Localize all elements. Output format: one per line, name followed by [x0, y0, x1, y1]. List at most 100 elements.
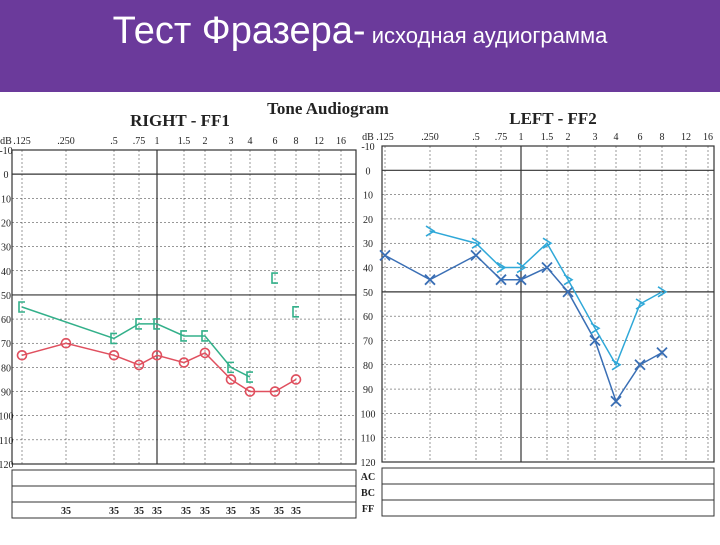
freq-tick-label: 1: [155, 136, 160, 147]
data-point-x: [495, 274, 507, 286]
data-point-circle: [108, 350, 120, 361]
data-point-bracket: [271, 272, 278, 284]
db-tick-label: 90: [1, 388, 11, 399]
data-point-circle: [199, 347, 211, 359]
data-point-chevron: [516, 261, 527, 274]
db-tick-label: 20: [363, 215, 373, 226]
ff-value: 35: [250, 506, 260, 517]
slide-header: Тест Фразера- исходная аудиограмма: [0, 0, 720, 92]
score-row: [11, 501, 357, 519]
db-tick-label: 120: [361, 458, 376, 469]
freq-tick-label: .5: [110, 136, 118, 147]
data-point-bracket: [135, 318, 142, 330]
data-point-x: [656, 346, 668, 359]
freq-tick-label: 3: [593, 132, 598, 143]
freq-tick-label: 2: [566, 132, 571, 143]
db-tick-label: -10: [361, 142, 374, 153]
data-point-chevron: [542, 237, 553, 249]
db-tick-label: 100: [361, 409, 376, 420]
data-point-circle: [225, 374, 237, 385]
db-tick-label: 10: [1, 194, 11, 205]
data-point-circle: [178, 357, 190, 368]
chart-title: Tone Audiogram: [267, 99, 389, 118]
data-point-bracket: [292, 306, 299, 318]
data-point-bracket: [246, 371, 253, 383]
db-tick-label: 0: [366, 166, 371, 177]
data-point-circle: [151, 350, 163, 361]
db-tick-label: 110: [361, 434, 376, 445]
freq-tick-label: 12: [681, 132, 691, 143]
data-point-chevron: [496, 261, 507, 274]
freq-tick-label: 1.5: [541, 132, 554, 143]
slide-title-sub: исходная аудиограмма: [365, 23, 608, 48]
freq-tick-label: 2: [203, 136, 208, 147]
data-point-chevron: [657, 286, 668, 298]
data-point-x: [562, 286, 574, 298]
data-point-x: [515, 274, 527, 286]
plot-frame: [381, 145, 715, 463]
db-tick-label: 10: [363, 191, 373, 202]
data-point-bracket: [227, 361, 234, 374]
freq-tick-label: .125: [376, 132, 394, 143]
data-point-chevron: [590, 322, 601, 334]
right-ear-panel: .125 .250 .5 .75 1 1.5 2 3 4 6 8 12 16 dB-10 0 10 20 30 40…: [0, 136, 357, 519]
db-tick-label: 60: [363, 312, 373, 323]
data-point-x: [424, 274, 436, 286]
db-tick-label: 80: [363, 361, 373, 372]
data-point-x: [379, 249, 391, 262]
db-tick-label: 70: [363, 336, 373, 347]
db-tick-label: 70: [1, 339, 11, 350]
ff-value: 35: [226, 506, 236, 517]
data-point-chevron: [563, 274, 574, 286]
ff-value: 35: [274, 506, 284, 517]
score-row-label: AC: [361, 472, 375, 483]
score-row-label: BC: [361, 488, 375, 499]
db-tick-label: 100: [0, 412, 14, 423]
audiogram-chart: Tone Audiogram RIGHT - FF1 LEFT - FF2 .1…: [0, 99, 715, 519]
freq-tick-label: .75: [495, 132, 508, 143]
freq-tick-label: 6: [273, 136, 278, 147]
freq-tick-label: 8: [660, 132, 665, 143]
freq-tick-label: 12: [314, 136, 324, 147]
data-point-bracket: [153, 318, 160, 330]
freq-tick-label: 3: [229, 136, 234, 147]
ff-value: 35: [200, 506, 210, 517]
score-row: [381, 499, 715, 517]
data-point-chevron: [611, 359, 622, 371]
data-point-circle: [290, 374, 302, 385]
score-row: [381, 467, 715, 485]
db-tick-label: 30: [363, 239, 373, 250]
db-tick-label: 60: [1, 315, 11, 326]
freq-tick-label: 1.5: [178, 136, 191, 147]
ff-value: 35: [134, 506, 144, 517]
score-row-label: FF: [362, 504, 374, 515]
score-row: [11, 469, 357, 487]
left-ear-panel: .125 .250 .5 .75 1 1.5 2 3 4 6 8 12 16 dB-10 0 10 20 30 40…: [361, 132, 715, 517]
freq-tick-label: .5: [472, 132, 480, 143]
data-point-x: [610, 395, 622, 407]
db-axis-label: dB: [362, 132, 374, 143]
left-panel-label: LEFT - FF2: [509, 109, 597, 128]
slide-title-main: Тест Фразера-: [112, 10, 366, 52]
score-row: [381, 483, 715, 501]
db-tick-label: 80: [1, 363, 11, 374]
db-tick-label: 90: [363, 385, 373, 396]
freq-tick-label: .125: [13, 136, 31, 147]
freq-tick-label: 4: [248, 136, 253, 147]
db-tick-label: 30: [1, 243, 11, 254]
db-tick-label: 50: [1, 291, 11, 302]
data-point-circle: [244, 386, 256, 397]
ff-value: 35: [109, 506, 119, 517]
freq-tick-label: .250: [57, 136, 75, 147]
freq-tick-label: 16: [703, 132, 713, 143]
data-point-circle: [60, 337, 72, 349]
ff-value: 35: [181, 506, 191, 517]
freq-tick-label: 8: [294, 136, 299, 147]
slide-title: Тест Фразера- исходная аудиограмма: [0, 10, 720, 53]
score-row: [11, 485, 357, 503]
data-point-chevron: [425, 225, 436, 237]
db-tick-label: 40: [363, 264, 373, 275]
db-tick-label: 0: [4, 170, 9, 181]
data-point-bracket: [180, 330, 187, 342]
db-tick-label: 110: [0, 436, 13, 447]
